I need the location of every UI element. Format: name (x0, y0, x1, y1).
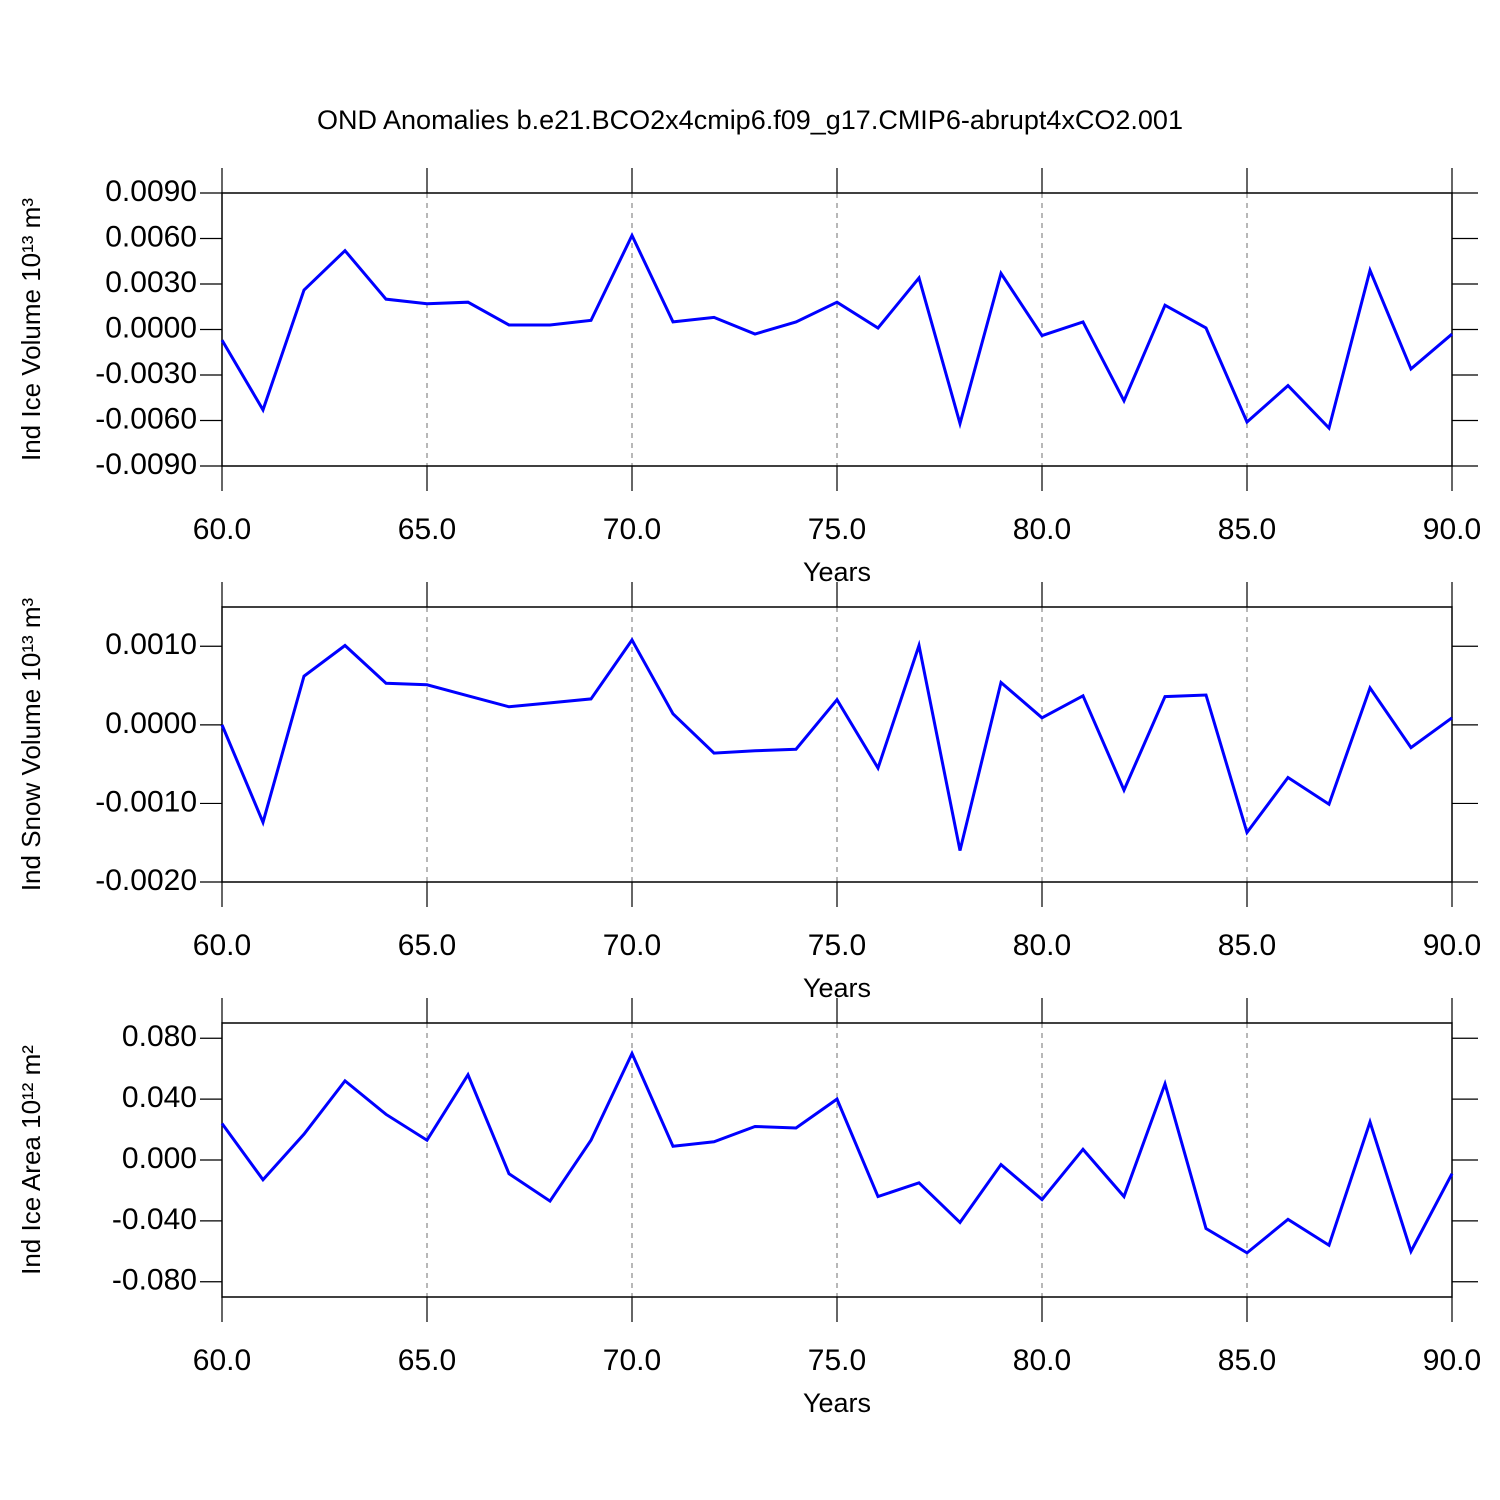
data-line (220, 1049, 1454, 1256)
x-tick-label: 85.0 (1218, 929, 1276, 962)
y-tick-label: -0.0060 (95, 402, 197, 435)
y-tick-label: -0.040 (112, 1203, 197, 1236)
y-tick-label: 0.0010 (105, 628, 197, 661)
x-tick-label: 90.0 (1423, 929, 1481, 962)
x-tick-label: 65.0 (398, 929, 456, 962)
x-tick-label: 70.0 (603, 1344, 661, 1377)
x-axis-label: Years (803, 1388, 871, 1418)
y-tick-label: 0.000 (122, 1142, 197, 1175)
plot-frame (221, 606, 1453, 883)
y-tick-label: 0.0000 (105, 311, 197, 344)
figure-title: OND Anomalies b.e21.BCO2x4cmip6.f09_g17.… (317, 105, 1183, 135)
y-tick-label: -0.0010 (95, 785, 197, 818)
y-tick-label: 0.040 (122, 1081, 197, 1114)
x-tick-label: 70.0 (603, 929, 661, 962)
x-tick-label: 80.0 (1013, 1344, 1071, 1377)
y-tick-label: -0.0030 (95, 357, 197, 390)
x-tick-label: 80.0 (1013, 513, 1071, 546)
y-tick-label: -0.080 (112, 1264, 197, 1297)
x-tick-label: 75.0 (808, 929, 866, 962)
y-tick-label: 0.0030 (105, 266, 197, 299)
y-axis-label: Ind Ice Volume 10¹³ m³ (16, 198, 46, 461)
x-tick-label: 60.0 (193, 1344, 251, 1377)
y-tick-label: 0.0090 (105, 175, 197, 208)
x-tick-label: 90.0 (1423, 1344, 1481, 1377)
plot-frame (221, 192, 1453, 467)
x-tick-label: 65.0 (398, 513, 456, 546)
x-tick-label: 60.0 (193, 929, 251, 962)
y-tick-label: 0.080 (122, 1020, 197, 1053)
y-tick-label: -0.0090 (95, 448, 197, 481)
y-tick-label: 0.0060 (105, 220, 197, 253)
data-line (220, 637, 1453, 851)
plot-frame (221, 1022, 1453, 1298)
x-tick-label: 60.0 (193, 513, 251, 546)
y-tick-label: -0.0020 (95, 864, 197, 897)
x-tick-label: 65.0 (398, 1344, 456, 1377)
x-tick-label: 85.0 (1218, 513, 1276, 546)
x-tick-label: 75.0 (808, 1344, 866, 1377)
x-tick-label: 85.0 (1218, 1344, 1276, 1377)
y-axis-label: Ind Snow Volume 10¹³ m³ (16, 597, 46, 891)
y-axis-label: Ind Ice Area 10¹² m² (16, 1045, 46, 1275)
x-tick-label: 90.0 (1423, 513, 1481, 546)
y-tick-label: 0.0000 (105, 707, 197, 740)
x-tick-label: 75.0 (808, 513, 866, 546)
data-line (220, 231, 1453, 432)
x-tick-label: 80.0 (1013, 929, 1071, 962)
x-tick-label: 70.0 (603, 513, 661, 546)
